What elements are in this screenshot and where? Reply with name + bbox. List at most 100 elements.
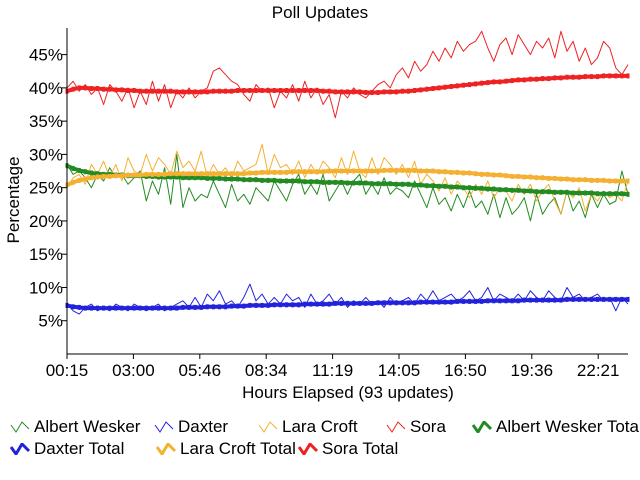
data-point-sora-total: [217, 88, 221, 94]
data-point-albert-wesker-total: [211, 175, 215, 181]
data-point-albert-wesker-total: [510, 187, 514, 193]
data-point-sora-total: [565, 74, 569, 80]
data-point-sora-total: [309, 88, 313, 93]
data-point-albert-wesker-total: [498, 187, 502, 193]
data-point-sora-total: [504, 78, 508, 84]
data-point-sora-total: [522, 77, 526, 83]
data-point-sora-total: [400, 88, 404, 94]
data-point-sora-total: [510, 78, 514, 84]
data-point-lara-croft-total: [541, 175, 545, 181]
legend-label: Albert Wesker Total: [496, 417, 640, 436]
data-point-daxter-total: [187, 304, 191, 310]
y-tick-label: 5%: [38, 312, 63, 331]
data-point-lara-croft-total: [169, 171, 173, 177]
data-point-daxter-total: [242, 303, 246, 309]
data-point-sora-total: [303, 88, 307, 93]
data-point-lara-croft-total: [364, 168, 368, 174]
data-point-sora-total: [571, 74, 575, 80]
data-point-albert-wesker-total: [169, 174, 173, 180]
legend-label: Sora Total: [322, 439, 399, 458]
data-point-albert-wesker-total: [449, 184, 453, 190]
data-point-sora-total: [614, 73, 618, 79]
data-point-sora-total: [352, 89, 356, 95]
data-point-daxter-total: [382, 300, 386, 306]
x-tick-label: 14:05: [378, 361, 421, 380]
legend-label: Sora: [410, 417, 446, 436]
data-point-sora-total: [425, 86, 429, 92]
data-point-sora-total: [608, 73, 612, 79]
data-point-lara-croft-total: [443, 169, 447, 175]
series-line-lara-croft: [66, 143, 629, 215]
data-point-daxter-total: [602, 296, 606, 302]
data-point-daxter-total: [407, 300, 410, 306]
data-point-lara-croft-total: [388, 167, 392, 173]
data-point-albert-wesker-total: [431, 183, 435, 189]
data-point-albert-wesker-total: [596, 191, 599, 197]
data-point-lara-croft-total: [297, 169, 301, 175]
data-point-lara-croft-total: [157, 171, 160, 177]
data-point-sora-total: [577, 74, 581, 80]
data-point-lara-croft-total: [96, 174, 99, 180]
data-point-daxter-total: [535, 297, 538, 303]
data-point-daxter-total: [297, 302, 301, 308]
data-point-lara-croft-total: [187, 171, 191, 177]
series-layer: [65, 30, 630, 315]
data-point-daxter-total: [571, 296, 575, 302]
data-point-daxter-total: [193, 304, 197, 310]
data-point-sora-total: [138, 88, 142, 94]
data-point-daxter-total: [254, 302, 258, 308]
data-point-daxter-total: [474, 298, 478, 304]
data-point-sora-total: [461, 82, 465, 88]
data-point-sora-total: [468, 82, 471, 88]
data-point-lara-croft-total: [614, 178, 618, 184]
y-tick-label: 30%: [29, 145, 63, 164]
data-point-albert-wesker-total: [346, 180, 349, 186]
data-point-daxter-total: [346, 300, 349, 306]
data-point-sora-total: [230, 88, 234, 94]
data-point-lara-croft-total: [248, 170, 252, 176]
data-point-sora-total: [193, 89, 197, 95]
data-point-albert-wesker-total: [608, 191, 612, 197]
data-point-sora-total: [169, 88, 173, 94]
data-point-albert-wesker-total: [89, 170, 93, 176]
data-point-albert-wesker-total: [291, 178, 295, 184]
data-point-sora-total: [224, 88, 227, 94]
data-point-lara-croft-total: [272, 169, 276, 175]
data-point-albert-wesker-total: [522, 188, 526, 194]
data-point-sora-total: [553, 75, 557, 81]
data-point-sora-total: [254, 88, 258, 93]
data-point-sora-total: [260, 88, 264, 93]
data-point-lara-croft-total: [449, 169, 453, 175]
data-point-albert-wesker-total: [577, 190, 581, 196]
data-point-daxter-total: [96, 305, 99, 311]
x-tick-label: 05:46: [179, 361, 222, 380]
data-point-sora-total: [339, 89, 343, 95]
data-point-daxter-total: [144, 305, 148, 311]
data-point-lara-croft-total: [407, 167, 410, 173]
data-point-daxter-total: [163, 305, 167, 311]
data-point-lara-croft-total: [425, 168, 429, 174]
data-point-lara-croft-total: [114, 173, 118, 179]
data-point-daxter-total: [547, 297, 551, 303]
data-point-sora-total: [96, 86, 99, 91]
data-point-lara-croft-total: [315, 169, 319, 175]
data-point-daxter-total: [522, 297, 526, 303]
x-tick-label: 03:00: [112, 361, 155, 380]
data-point-lara-croft-total: [559, 176, 563, 182]
data-point-lara-croft-total: [583, 177, 587, 183]
data-point-lara-croft-total: [150, 171, 154, 177]
data-point-lara-croft-total: [163, 171, 167, 177]
data-point-lara-croft-total: [492, 172, 496, 178]
data-point-daxter-total: [468, 298, 471, 304]
data-point-daxter-total: [132, 305, 136, 311]
data-point-lara-croft-total: [419, 168, 423, 174]
data-point-sora-total: [242, 88, 246, 93]
data-point-albert-wesker-total: [187, 175, 191, 181]
data-point-sora-total: [71, 86, 75, 92]
data-point-lara-croft-total: [181, 171, 185, 177]
data-point-lara-croft-total: [571, 177, 575, 183]
data-point-sora-total: [528, 76, 532, 82]
data-point-sora-total: [394, 89, 398, 95]
data-point-albert-wesker-total: [620, 191, 624, 197]
